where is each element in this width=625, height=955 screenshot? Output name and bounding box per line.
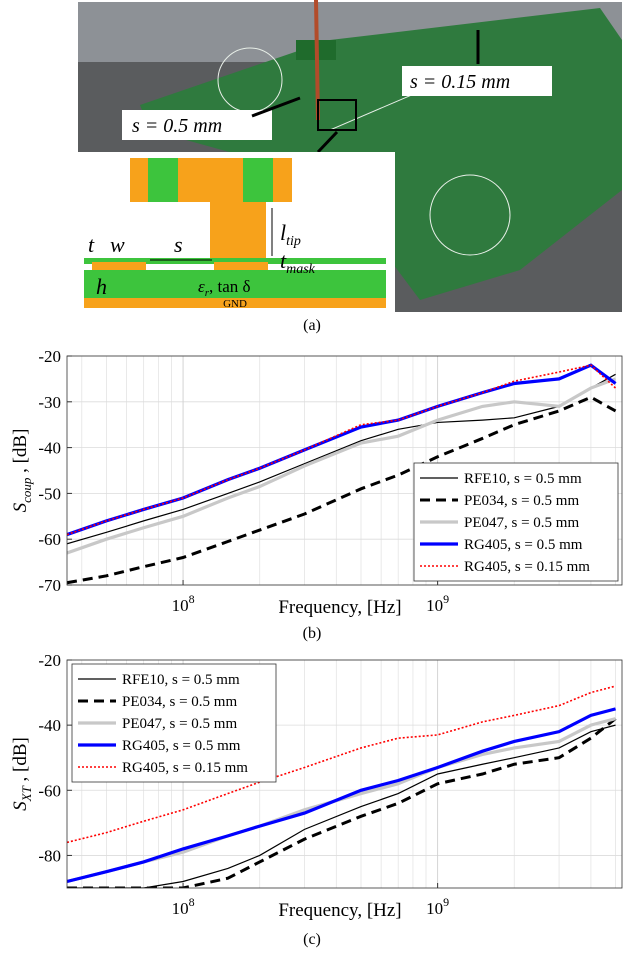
legend-label: RG405, s = 0.5 mm: [122, 738, 241, 754]
photo-label: s = 0.15 mm: [410, 71, 510, 93]
page: s = 0.5 mm s = 0.15 mm t w s h ltip tmas…: [0, 0, 625, 950]
y-axis-label: Scoup , [dB]: [10, 429, 34, 513]
x-axis-label: Frequency, [Hz]: [278, 900, 401, 921]
legend: RFE10, s = 0.5 mm PE034, s = 0.5 mm PE047,…: [414, 463, 618, 581]
legend-label: RG405, s = 0.15 mm: [122, 760, 248, 776]
y-label-unit: , [dB]: [10, 737, 31, 786]
x-tick-label: 109: [426, 895, 449, 918]
y-tick-label: -50: [38, 484, 61, 503]
caption: (a): [303, 317, 321, 334]
trace: [92, 262, 146, 270]
x-tick-label: 108: [172, 592, 195, 615]
legend-label: RFE10, s = 0.5 mm: [122, 672, 240, 688]
y-tick-label: -20: [38, 651, 61, 670]
legend-label: PE034, s = 0.5 mm: [122, 694, 237, 710]
diagram-label: s: [174, 232, 183, 257]
legend-label: RFE10, s = 0.5 mm: [464, 471, 582, 487]
chart: -80 -60 -40 -20 108 109 Frequency, [Hz] SXT , […: [10, 651, 622, 921]
y-label-sub: XT: [19, 785, 34, 802]
caption: (b): [303, 625, 322, 642]
chart: -70 -60 -50 -40 -30 -20 108 109 Frequency, [Hz] S…: [10, 347, 622, 618]
diagram-label: w: [110, 232, 125, 257]
diagram-label: GND: [223, 298, 247, 310]
legend: RFE10, s = 0.5 mm PE034, s = 0.5 mm PE047,…: [72, 664, 276, 782]
y-tick-label: -80: [38, 846, 61, 865]
y-tick-label: -60: [38, 781, 61, 800]
legend-label: RG405, s = 0.15 mm: [464, 559, 590, 575]
y-tick-label: -30: [38, 393, 61, 412]
y-tick-label: -70: [38, 576, 61, 595]
legend-label: RG405, s = 0.5 mm: [464, 537, 583, 553]
diagram-label: h: [96, 274, 107, 299]
y-label-main: S: [10, 801, 31, 811]
figure: s = 0.5 mm s = 0.15 mm t w s h ltip tmas…: [0, 0, 625, 950]
y-tick-label: -40: [38, 716, 61, 735]
y-label-unit: , [dB]: [10, 429, 31, 478]
y-label-sub: coup: [19, 477, 34, 503]
caption: (c): [303, 931, 321, 948]
y-tick-label: -40: [38, 439, 61, 458]
legend-label: PE047, s = 0.5 mm: [464, 515, 579, 531]
x-tick-label: 109: [426, 592, 449, 615]
legend-label: PE034, s = 0.5 mm: [464, 493, 579, 509]
diagram-label: t: [88, 232, 95, 257]
x-axis-label: Frequency, [Hz]: [278, 597, 401, 618]
legend-label: PE047, s = 0.5 mm: [122, 716, 237, 732]
y-axis-label: SXT , [dB]: [10, 737, 34, 811]
photo-label: s = 0.5 mm: [132, 115, 222, 137]
probe-dielectric: [243, 158, 273, 202]
x-tick-label: 108: [172, 895, 195, 918]
y-tick-label: -20: [38, 347, 61, 366]
y-label-main: S: [10, 502, 31, 512]
y-tick-label: -60: [38, 530, 61, 549]
trace: [214, 262, 268, 270]
cross-section-diagram: t w s h ltip tmask εr, tan δ GND: [78, 152, 395, 312]
probe-dielectric: [148, 158, 178, 202]
probe-tip: [210, 202, 266, 260]
